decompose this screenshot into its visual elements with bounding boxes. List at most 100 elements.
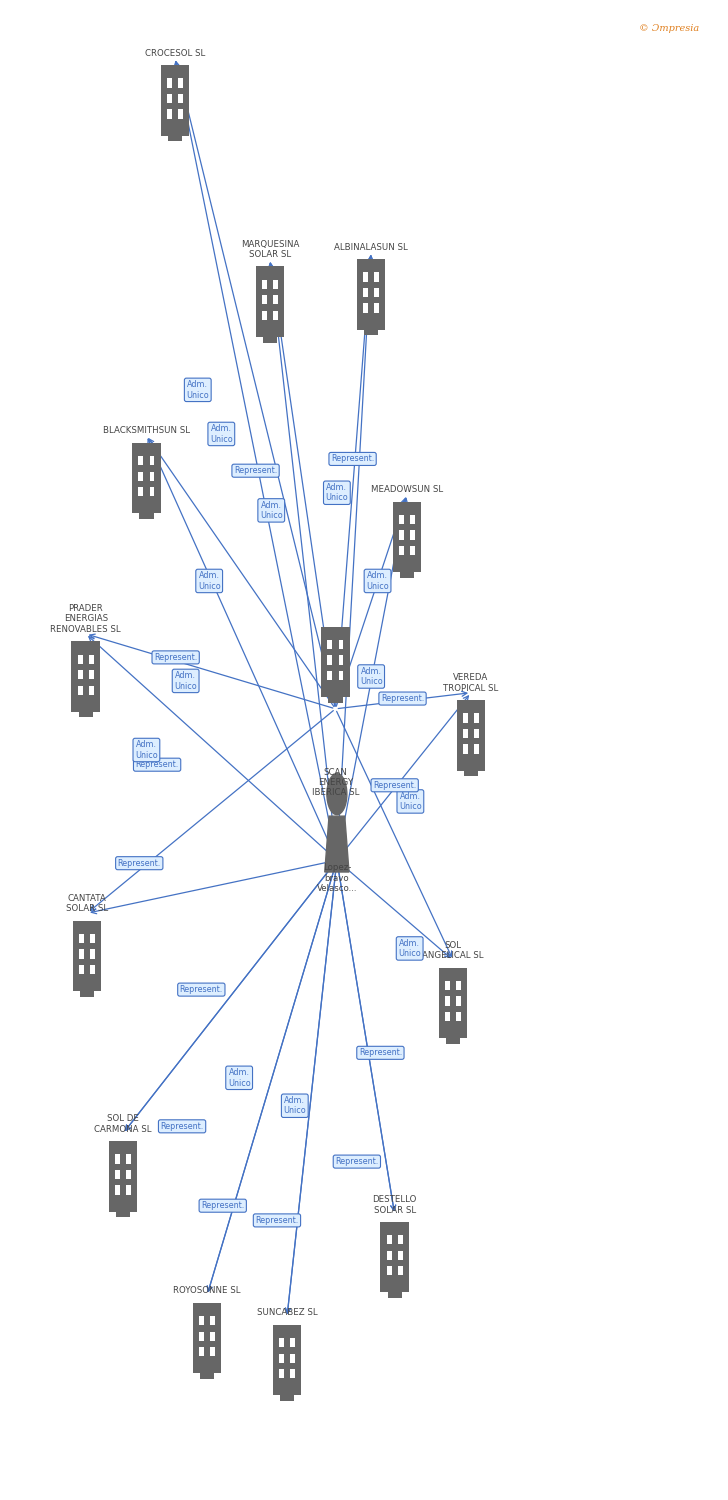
Bar [210, 1316, 215, 1326]
Text: CROCESOL SL: CROCESOL SL [145, 48, 205, 57]
Bar [339, 670, 344, 680]
Bar [339, 640, 344, 650]
Bar [167, 78, 172, 87]
Text: SUNCABEZ SL: SUNCABEZ SL [257, 1308, 317, 1317]
Bar [149, 456, 154, 465]
Bar [400, 572, 414, 578]
Text: Represent.: Represent. [331, 454, 374, 464]
Text: Represent.: Represent. [180, 986, 223, 994]
Text: CANTATA
SOLAR SL: CANTATA SOLAR SL [66, 894, 108, 914]
Text: Represent.: Represent. [381, 694, 424, 703]
Bar [321, 627, 349, 698]
Bar [167, 135, 182, 141]
Text: Represent.: Represent. [359, 1048, 402, 1058]
Bar [126, 1185, 131, 1194]
Bar [410, 546, 415, 555]
Text: Represent.: Represent. [335, 1156, 379, 1166]
Text: PRADER
ENERGIAS
RENOVABLES SL: PRADER ENERGIAS RENOVABLES SL [50, 604, 121, 634]
Bar [89, 670, 94, 680]
Bar [374, 303, 379, 312]
Bar [464, 771, 478, 776]
Bar [73, 921, 101, 992]
Bar [363, 273, 368, 282]
Bar [263, 338, 277, 342]
Bar [139, 513, 154, 519]
Bar [90, 934, 95, 944]
Bar [115, 1155, 119, 1164]
Bar [193, 1302, 221, 1374]
Bar [290, 1370, 295, 1378]
Bar [463, 714, 468, 723]
Bar [78, 686, 82, 694]
Bar [256, 267, 284, 338]
Bar [199, 1316, 204, 1326]
Text: Adm.
Unico: Adm. Unico [366, 572, 389, 591]
Bar [474, 714, 479, 723]
Bar [328, 670, 332, 680]
Bar [280, 1395, 294, 1401]
Bar [399, 514, 403, 523]
Text: Represent.: Represent. [118, 858, 161, 867]
Text: Adm.
Unico: Adm. Unico [260, 501, 282, 520]
Bar [463, 729, 468, 738]
Bar [78, 654, 82, 664]
Bar [374, 273, 379, 282]
Bar [397, 1251, 403, 1260]
Text: VEREDA
TROPICAL SL: VEREDA TROPICAL SL [443, 674, 499, 693]
Text: ROYOSONNE SL: ROYOSONNE SL [173, 1287, 241, 1296]
Bar [290, 1353, 295, 1364]
Text: Adm.
Unico: Adm. Unico [283, 1096, 306, 1116]
Bar [328, 698, 343, 702]
Bar [79, 934, 84, 944]
Bar [115, 1185, 119, 1194]
Bar [210, 1332, 215, 1341]
Bar [90, 964, 95, 974]
Bar [90, 950, 95, 958]
Bar [178, 110, 183, 118]
Bar [115, 1170, 119, 1179]
Bar [138, 488, 143, 496]
Bar [116, 1212, 130, 1216]
Bar [79, 712, 93, 717]
Circle shape [327, 774, 347, 814]
Bar [446, 1038, 460, 1044]
Bar [328, 640, 332, 650]
Bar [456, 700, 486, 771]
Bar [439, 968, 467, 1038]
Bar [387, 1293, 402, 1298]
Bar [397, 1236, 403, 1245]
Text: Represent.: Represent. [201, 1202, 245, 1210]
Text: Adm.
Unico: Adm. Unico [325, 483, 348, 502]
Text: Represent.: Represent. [135, 760, 179, 770]
Bar [446, 996, 450, 1005]
Bar [126, 1170, 131, 1179]
Bar [364, 330, 379, 334]
Bar [149, 488, 154, 496]
Bar [138, 456, 143, 465]
Text: DESTELLO
SOLAR SL: DESTELLO SOLAR SL [373, 1196, 417, 1215]
Polygon shape [325, 816, 349, 872]
Text: Adm.
Unico: Adm. Unico [186, 380, 209, 399]
Bar [363, 303, 368, 312]
Bar [167, 110, 172, 118]
Bar [363, 288, 368, 297]
Bar [149, 471, 154, 482]
Text: Represent.: Represent. [234, 466, 277, 476]
Text: Represent.: Represent. [373, 782, 416, 790]
Text: SOL DE
CARMONA SL: SOL DE CARMONA SL [94, 1114, 151, 1134]
Bar [89, 686, 94, 694]
Text: SCAN
ENERGY
IBERICA SL: SCAN ENERGY IBERICA SL [312, 768, 359, 798]
Text: MEADOWSUN SL: MEADOWSUN SL [371, 484, 443, 494]
Bar [132, 442, 161, 513]
Bar [381, 1222, 409, 1293]
Bar [262, 296, 266, 304]
Bar [273, 280, 278, 290]
Text: BLACKSMITHSUN SL: BLACKSMITHSUN SL [103, 426, 190, 435]
Bar [399, 546, 403, 555]
Bar [290, 1338, 295, 1347]
Bar [80, 992, 95, 996]
Bar [178, 94, 183, 104]
Bar [126, 1155, 131, 1164]
Bar [89, 654, 94, 664]
Bar [273, 310, 278, 320]
